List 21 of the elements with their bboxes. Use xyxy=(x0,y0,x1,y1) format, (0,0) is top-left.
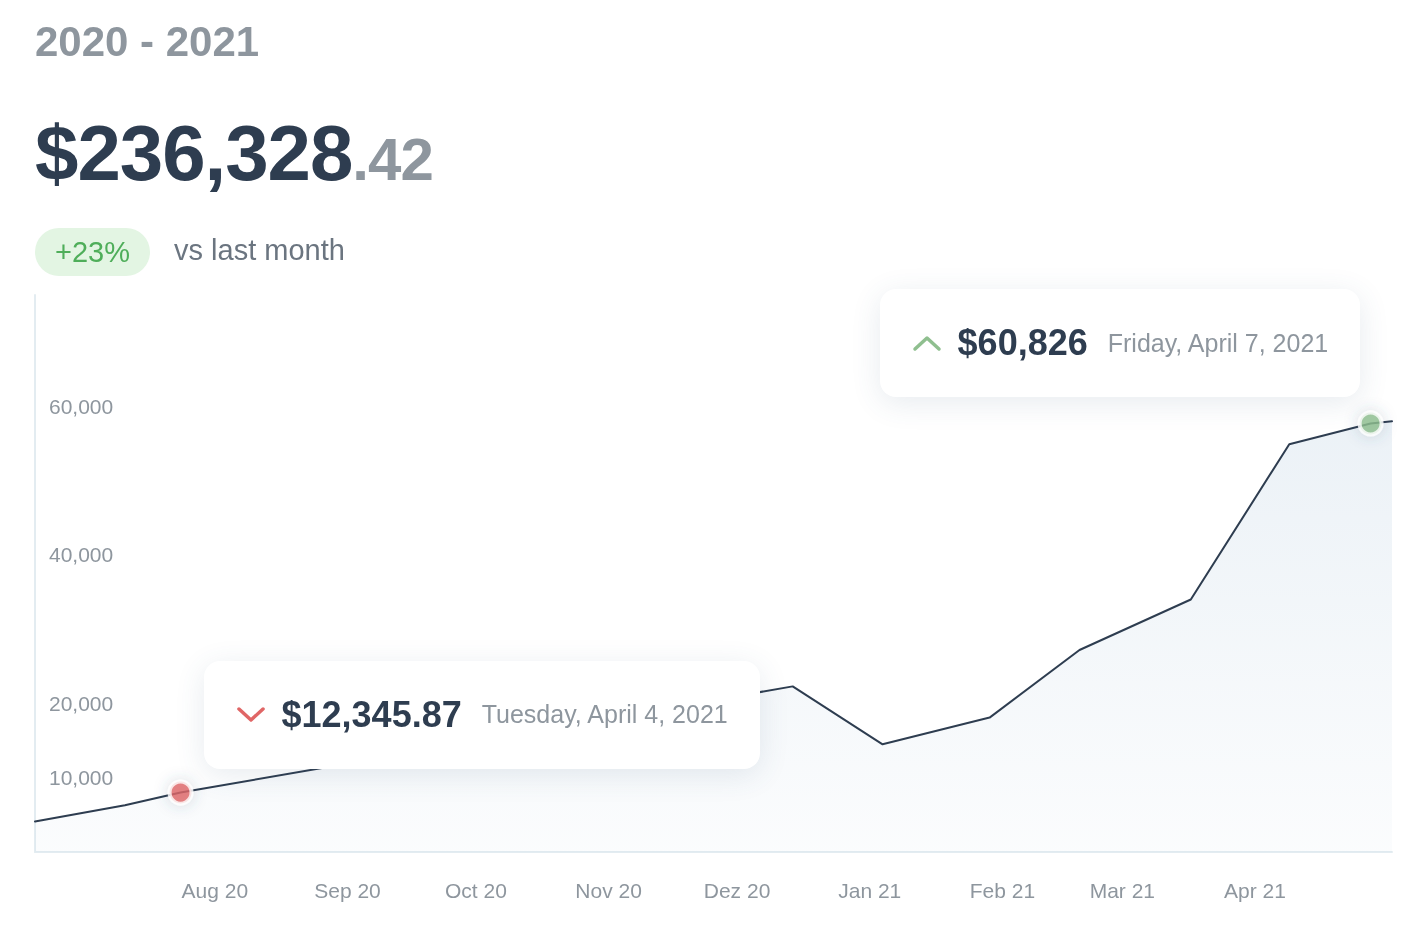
x-tick-label: Sep 20 xyxy=(314,879,381,902)
x-tick-label: Feb 21 xyxy=(969,879,1036,902)
annotation: $12,345.87 xyxy=(281,693,462,736)
annotation: Friday, April 7, 2021 xyxy=(1107,328,1329,358)
chart-title: 2020 - 2021 xyxy=(35,18,260,66)
annotation: $60,826 xyxy=(957,322,1088,365)
y-tick-label: 10,000 xyxy=(49,766,114,790)
y-tick-label: 40,000 xyxy=(49,543,114,567)
x-tick-label: Aug 20 xyxy=(181,879,249,902)
x-tick-label: Apr 21 xyxy=(1224,879,1286,902)
y-tick-label: 20,000 xyxy=(49,691,114,715)
x-tick-label: Jan 21 xyxy=(838,879,902,902)
chart-subtitle: $236,328.42 xyxy=(35,108,433,199)
text: +23% xyxy=(35,228,150,276)
x-tick-label: Nov 20 xyxy=(575,879,642,902)
annotation: Tuesday, April 4, 2021 xyxy=(481,700,728,730)
text: vs last month xyxy=(174,234,345,267)
x-tick-label: Mar 21 xyxy=(1089,879,1155,902)
y-tick-label: 60,000 xyxy=(49,394,114,418)
x-tick-label: Oct 20 xyxy=(444,879,507,902)
x-tick-label: Dez 20 xyxy=(703,879,771,902)
